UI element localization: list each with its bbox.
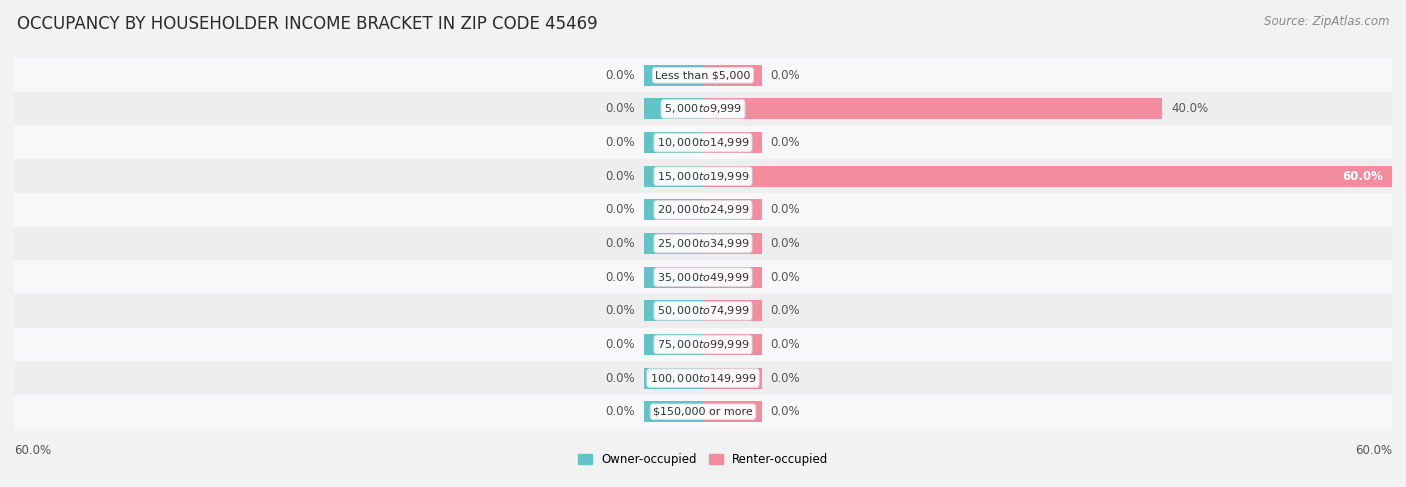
Bar <box>644 401 703 422</box>
Text: $15,000 to $19,999: $15,000 to $19,999 <box>657 169 749 183</box>
Bar <box>644 166 703 187</box>
Bar <box>14 126 1392 159</box>
Bar <box>703 65 762 86</box>
Text: OCCUPANCY BY HOUSEHOLDER INCOME BRACKET IN ZIP CODE 45469: OCCUPANCY BY HOUSEHOLDER INCOME BRACKET … <box>17 15 598 33</box>
Text: 0.0%: 0.0% <box>606 69 636 82</box>
Text: 0.0%: 0.0% <box>606 304 636 318</box>
Bar <box>703 334 762 355</box>
Text: 0.0%: 0.0% <box>770 136 800 149</box>
Text: $100,000 to $149,999: $100,000 to $149,999 <box>650 372 756 385</box>
Bar <box>644 65 703 86</box>
Bar <box>703 300 762 321</box>
Bar <box>644 334 703 355</box>
Text: 0.0%: 0.0% <box>770 69 800 82</box>
Text: 60.0%: 60.0% <box>14 444 51 457</box>
Text: 0.0%: 0.0% <box>770 304 800 318</box>
Bar <box>703 132 762 153</box>
Text: $25,000 to $34,999: $25,000 to $34,999 <box>657 237 749 250</box>
Bar <box>703 267 762 288</box>
Text: 0.0%: 0.0% <box>606 136 636 149</box>
Text: 0.0%: 0.0% <box>770 405 800 418</box>
Bar <box>703 233 762 254</box>
Text: $75,000 to $99,999: $75,000 to $99,999 <box>657 338 749 351</box>
Text: 0.0%: 0.0% <box>606 169 636 183</box>
Bar <box>703 98 1163 119</box>
Bar <box>14 159 1392 193</box>
Bar <box>644 98 703 119</box>
Text: 40.0%: 40.0% <box>1171 102 1209 115</box>
Bar <box>14 193 1392 226</box>
Text: 0.0%: 0.0% <box>606 338 636 351</box>
Bar <box>644 199 703 220</box>
Text: 0.0%: 0.0% <box>606 271 636 283</box>
Bar <box>14 261 1392 294</box>
Text: 0.0%: 0.0% <box>770 237 800 250</box>
Bar <box>644 300 703 321</box>
Bar <box>14 226 1392 261</box>
Bar <box>14 395 1392 429</box>
Text: 0.0%: 0.0% <box>606 405 636 418</box>
Text: 0.0%: 0.0% <box>770 271 800 283</box>
Text: 0.0%: 0.0% <box>770 204 800 216</box>
Text: $20,000 to $24,999: $20,000 to $24,999 <box>657 204 749 216</box>
Bar <box>14 294 1392 328</box>
Text: 0.0%: 0.0% <box>606 237 636 250</box>
Legend: Owner-occupied, Renter-occupied: Owner-occupied, Renter-occupied <box>572 449 834 471</box>
Text: $50,000 to $74,999: $50,000 to $74,999 <box>657 304 749 318</box>
Text: $35,000 to $49,999: $35,000 to $49,999 <box>657 271 749 283</box>
Text: 0.0%: 0.0% <box>606 372 636 385</box>
Text: 60.0%: 60.0% <box>1355 444 1392 457</box>
Text: 0.0%: 0.0% <box>770 372 800 385</box>
Bar <box>644 233 703 254</box>
Bar <box>14 328 1392 361</box>
Text: $150,000 or more: $150,000 or more <box>654 407 752 417</box>
Bar <box>703 368 762 389</box>
Bar <box>14 92 1392 126</box>
Text: 0.0%: 0.0% <box>606 102 636 115</box>
Text: $10,000 to $14,999: $10,000 to $14,999 <box>657 136 749 149</box>
Bar <box>644 267 703 288</box>
Text: $5,000 to $9,999: $5,000 to $9,999 <box>664 102 742 115</box>
Text: Less than $5,000: Less than $5,000 <box>655 70 751 80</box>
Text: 0.0%: 0.0% <box>606 204 636 216</box>
Bar <box>14 361 1392 395</box>
Bar <box>703 199 762 220</box>
Bar <box>14 58 1392 92</box>
Bar <box>644 132 703 153</box>
Text: Source: ZipAtlas.com: Source: ZipAtlas.com <box>1264 15 1389 28</box>
Bar <box>644 368 703 389</box>
Text: 60.0%: 60.0% <box>1341 169 1382 183</box>
Bar <box>703 166 1392 187</box>
Bar <box>703 401 762 422</box>
Text: 0.0%: 0.0% <box>770 338 800 351</box>
